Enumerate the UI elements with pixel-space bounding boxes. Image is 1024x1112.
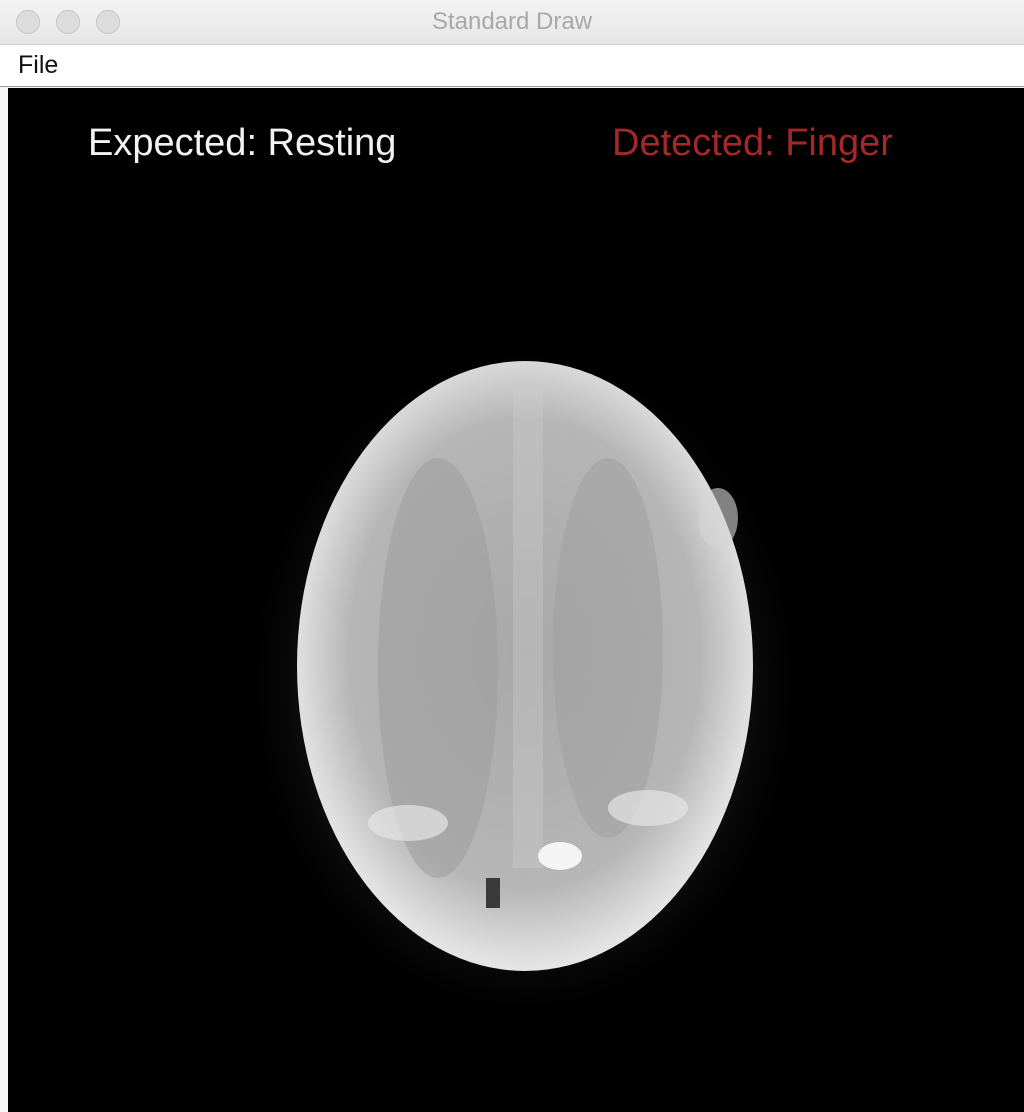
detected-label: Detected: Finger bbox=[612, 122, 893, 164]
minimize-window-button[interactable] bbox=[56, 10, 80, 34]
close-window-button[interactable] bbox=[16, 10, 40, 34]
menu-bar: File bbox=[0, 45, 1024, 87]
title-bar[interactable]: Standard Draw bbox=[0, 0, 1024, 45]
zoom-window-button[interactable] bbox=[96, 10, 120, 34]
drawing-canvas[interactable]: Expected: Resting Detected: Finger bbox=[8, 88, 1024, 1112]
window-title: Standard Draw bbox=[431, 8, 593, 35]
menu-file[interactable]: File bbox=[18, 51, 59, 79]
brain-scan-image bbox=[8, 88, 1024, 1112]
expected-label: Expected: Resting bbox=[88, 122, 397, 164]
